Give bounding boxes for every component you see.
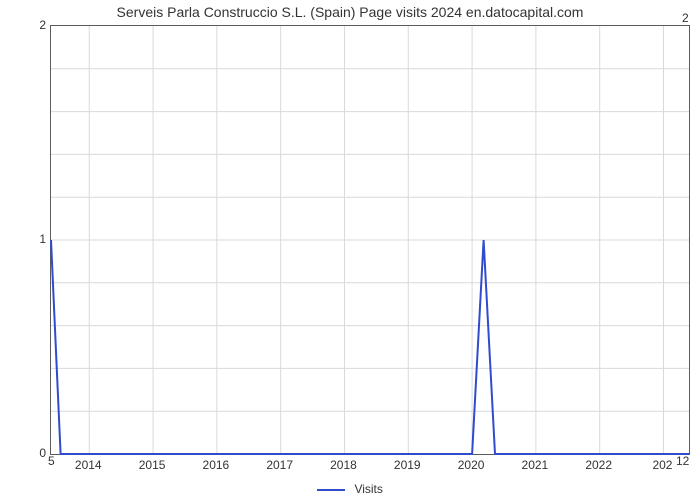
x-axis-tick: 2015 <box>139 458 166 472</box>
corner-top-right-label: 2 <box>682 11 689 25</box>
y-axis-tick: 2 <box>39 18 46 32</box>
chart-title: Serveis Parla Construccio S.L. (Spain) P… <box>0 4 700 20</box>
corner-bottom-left-label: 5 <box>48 454 55 468</box>
x-axis-tick: 202 <box>652 458 672 472</box>
y-axis-tick: 0 <box>39 446 46 460</box>
y-axis-tick: 1 <box>39 232 46 246</box>
x-axis-tick: 2021 <box>522 458 549 472</box>
chart-legend: Visits <box>0 482 700 496</box>
x-axis-tick: 2016 <box>203 458 230 472</box>
corner-bottom-right-label: 12 <box>676 454 689 468</box>
x-axis-tick: 2019 <box>394 458 421 472</box>
legend-swatch <box>317 489 345 491</box>
x-axis-tick: 2020 <box>458 458 485 472</box>
x-axis-tick: 2014 <box>75 458 102 472</box>
visits-chart: Serveis Parla Construccio S.L. (Spain) P… <box>0 0 700 500</box>
legend-label: Visits <box>354 482 382 496</box>
plot-area <box>50 25 690 455</box>
x-axis-tick: 2018 <box>330 458 357 472</box>
line-series <box>51 26 689 454</box>
x-axis-tick: 2017 <box>266 458 293 472</box>
x-axis-tick: 2022 <box>585 458 612 472</box>
